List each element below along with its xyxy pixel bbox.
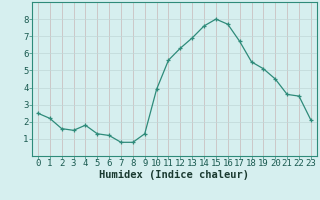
X-axis label: Humidex (Indice chaleur): Humidex (Indice chaleur) bbox=[100, 170, 249, 180]
